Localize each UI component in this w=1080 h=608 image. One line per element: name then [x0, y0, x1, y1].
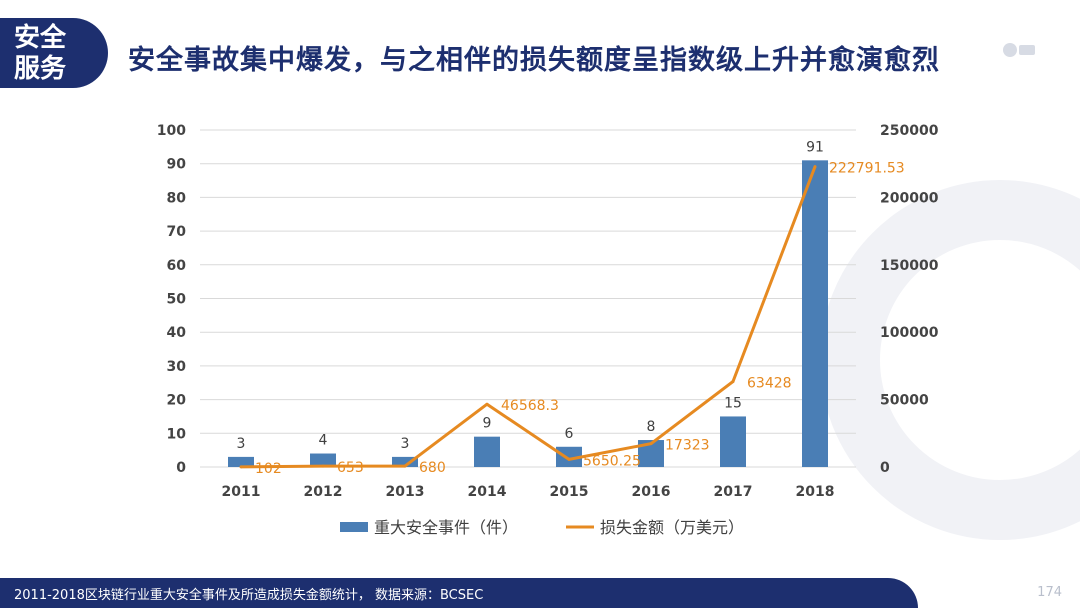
bar: [720, 416, 746, 467]
y-right-tick-label: 250000: [880, 123, 939, 139]
x-tick-label: 2016: [632, 484, 671, 500]
y-left-tick-label: 20: [167, 393, 187, 409]
legend-bar-swatch: [340, 522, 368, 532]
bar-value-label: 9: [483, 416, 492, 432]
background-circle-decoration: [820, 180, 1080, 540]
line-point: [567, 457, 571, 461]
bar: [228, 456, 254, 467]
page-number: 174: [1037, 585, 1062, 600]
x-tick-label: 2015: [550, 484, 589, 500]
x-tick-label: 2017: [714, 484, 753, 500]
y-right-tick-label: 50000: [880, 393, 929, 409]
watermark-logo: [1002, 41, 1036, 59]
line-value-label: 46568.3: [501, 398, 559, 414]
y-right-tick-label: 150000: [880, 258, 939, 274]
y-left-tick-label: 80: [167, 190, 187, 206]
bar-value-label: 4: [319, 433, 328, 449]
footer-source: 2011-2018区块链行业重大安全事件及所造成损失金额统计， 数据来源：BCS…: [14, 588, 484, 603]
bar-value-label: 3: [237, 436, 246, 452]
bar: [392, 456, 418, 467]
y-left-tick-label: 0: [176, 460, 186, 476]
bar: [474, 436, 500, 467]
line-point: [813, 165, 817, 169]
loss-line: [240, 166, 817, 469]
y-left-tick-label: 70: [167, 224, 187, 240]
combo-chart: 3 4 3 9 6 8 15 91 102 653 680 46568.3 5650.25 17323 6…: [157, 123, 1080, 540]
x-tick-label: 2014: [468, 484, 507, 500]
bar-value-label: 3: [401, 436, 410, 452]
x-axis: 2011 2012 2013 2014 2015 2016 2017 2018: [222, 484, 835, 500]
bar-series: 3 4 3 9 6 8 15 91: [228, 139, 828, 467]
bar-value-label: 8: [647, 419, 656, 435]
y-left-tick-label: 40: [167, 325, 187, 341]
background-decoration: [820, 180, 1080, 540]
legend-bar-label: 重大安全事件（件）: [374, 518, 518, 537]
y-axis-right: 0 50000 100000 150000 200000 250000: [880, 123, 939, 476]
line-value-label: 680: [419, 460, 446, 476]
y-left-tick-label: 90: [167, 157, 187, 173]
x-tick-label: 2012: [304, 484, 343, 500]
footer-bar: 2011-2018区块链行业重大安全事件及所造成损失金额统计， 数据来源：BCS…: [0, 578, 918, 608]
bar-value-label: 91: [806, 139, 824, 155]
line-series: 102 653 68046568.35650.251732363428222791.…: [239, 161, 905, 477]
bar-value-label: 6: [565, 426, 574, 442]
chart-grid: [200, 129, 856, 468]
bar-value-label: 15: [724, 395, 742, 411]
line-value-label: 102: [255, 461, 282, 477]
line-value-label: 653: [337, 460, 364, 476]
y-axis-left: 0 10 20 30 40 50 60 70 80 90 100: [157, 123, 186, 476]
line-point: [485, 402, 489, 406]
bar: [310, 453, 336, 467]
y-left-tick-label: 30: [167, 359, 187, 375]
line-point: [649, 442, 653, 446]
bar: [556, 446, 582, 467]
watermark-logo-shape: [1003, 43, 1035, 57]
legend-line-label: 损失金额（万美元）: [600, 518, 744, 537]
chart-legend: 重大安全事件（件） 损失金额（万美元）: [340, 518, 744, 537]
line-point: [239, 465, 243, 469]
line-point: [403, 464, 407, 468]
x-tick-label: 2013: [386, 484, 425, 500]
y-right-tick-label: 200000: [880, 190, 939, 206]
line-value-label: 63428: [747, 375, 792, 391]
y-right-tick-label: 100000: [880, 325, 939, 341]
y-left-tick-label: 10: [167, 426, 187, 442]
page-title: 安全事故集中爆发，与之相伴的损失额度呈指数级上升并愈演愈烈: [128, 45, 940, 76]
section-badge: 安全 服务: [0, 18, 108, 88]
y-right-tick-label: 0: [880, 460, 890, 476]
line-value-label: 17323: [665, 438, 710, 454]
badge-line-1: 安全: [14, 23, 67, 53]
y-left-tick-label: 50: [167, 292, 187, 308]
y-left-tick-label: 60: [167, 258, 187, 274]
x-tick-label: 2011: [222, 484, 261, 500]
line-value-label: 5650.25: [583, 453, 641, 469]
line-value-label: 222791.53: [829, 161, 905, 177]
line-point: [731, 379, 735, 383]
badge-line-2: 服务: [14, 54, 67, 84]
bar: [802, 160, 828, 467]
y-left-tick-label: 100: [157, 123, 186, 139]
line-point: [321, 464, 325, 468]
x-tick-label: 2018: [796, 484, 835, 500]
